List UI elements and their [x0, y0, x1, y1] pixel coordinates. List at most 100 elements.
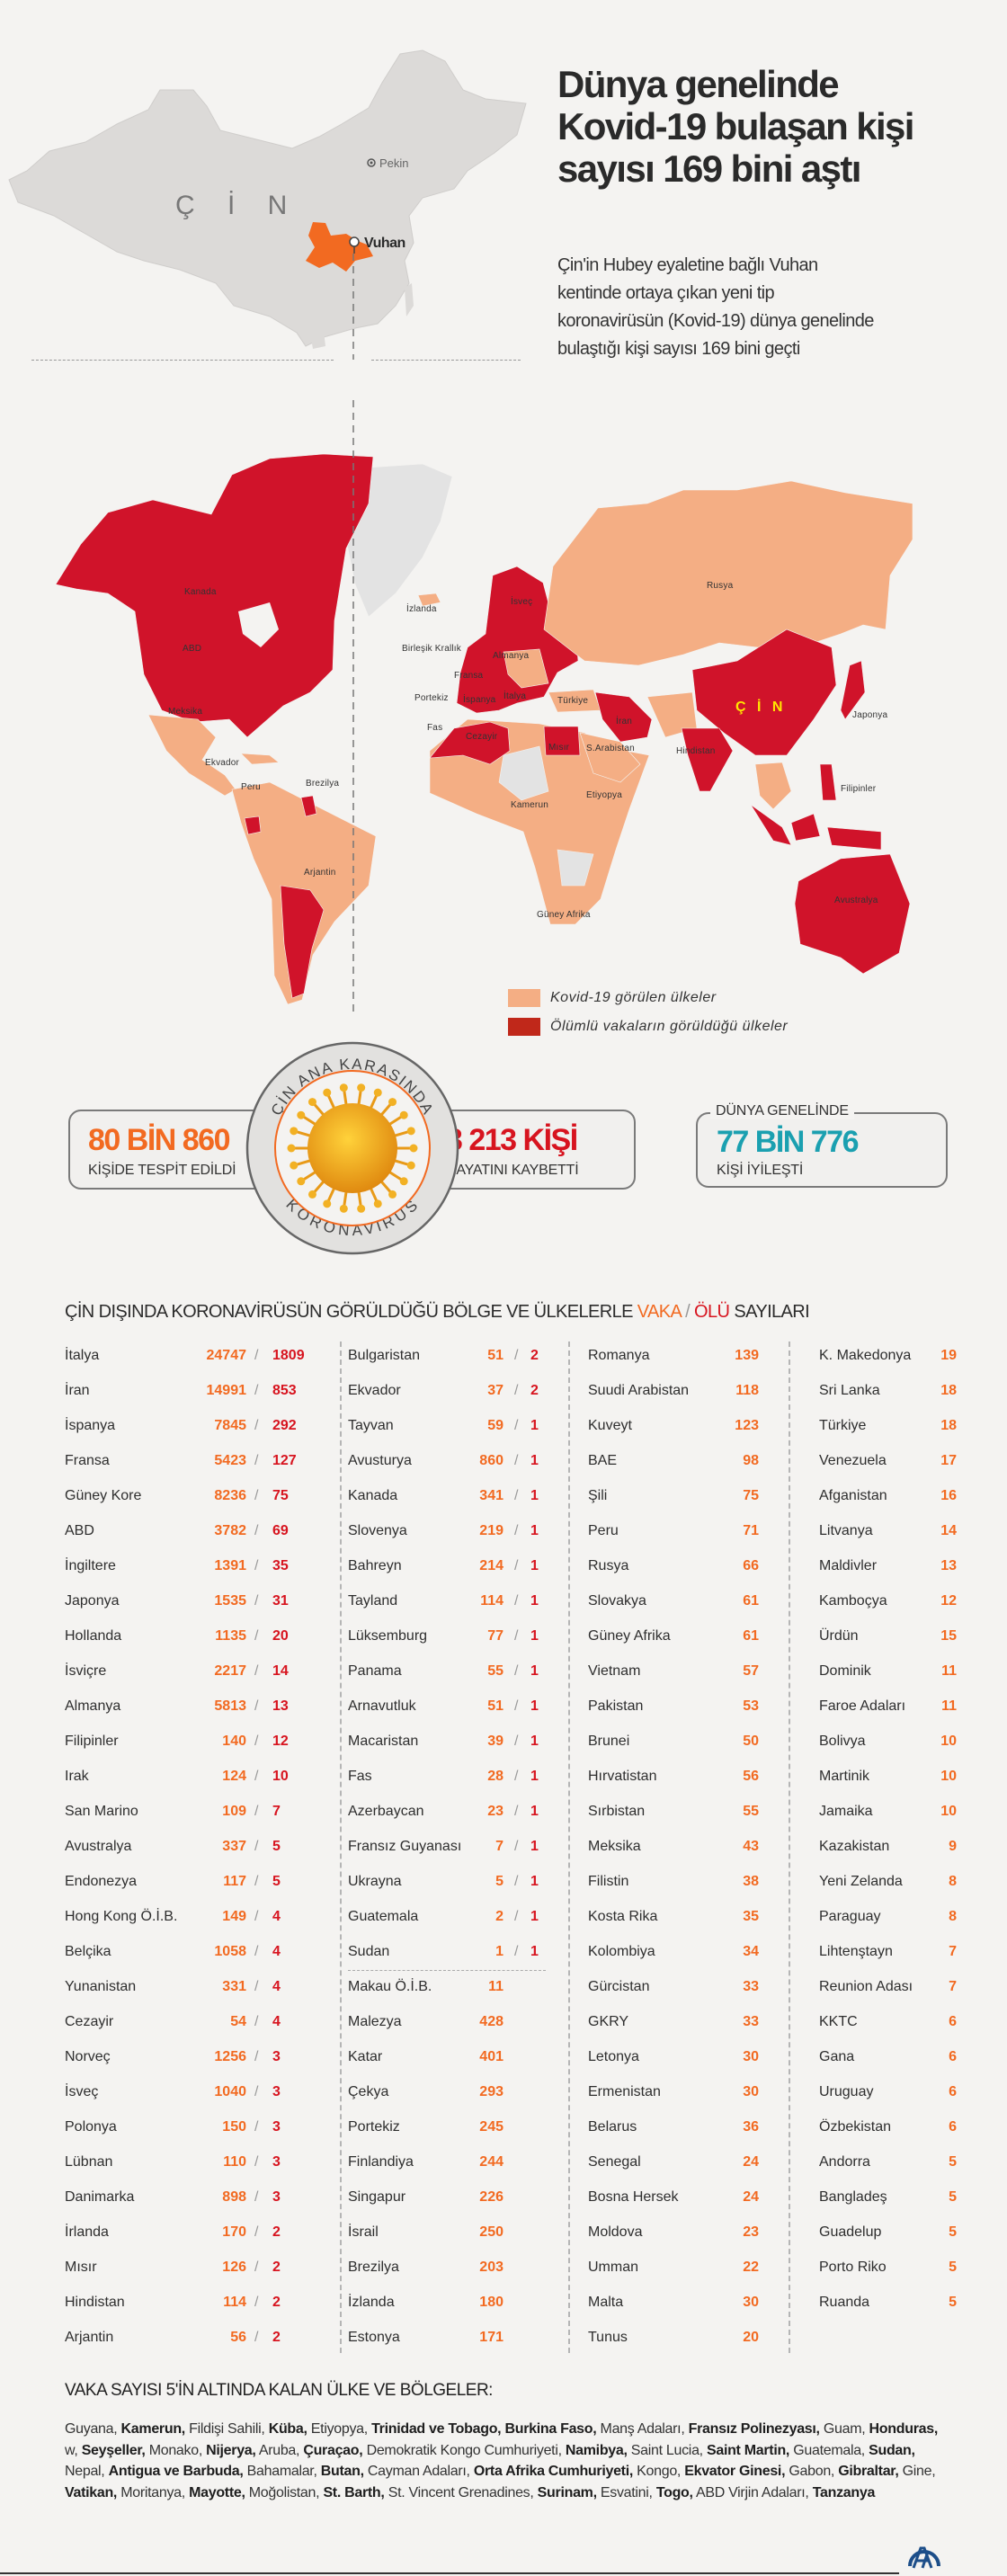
table-case-count: 250 [479, 2224, 504, 2240]
table-death-count: 2 [272, 2330, 281, 2345]
table-case-count: 8 [949, 1874, 957, 1889]
table-country-name: Moldova [588, 2224, 643, 2240]
table-case-count: 30 [743, 2049, 759, 2064]
table-case-count: 1135 [215, 1628, 246, 1644]
table-case-count: 293 [479, 2084, 504, 2099]
table-country-name: Avusturya [348, 1453, 412, 1468]
table-country-name: Gana [819, 2049, 855, 2064]
map-label: Brezilya [306, 779, 340, 789]
table-death-count: 1809 [272, 1348, 305, 1363]
table-country-name: Porto Riko [819, 2260, 887, 2275]
table-country-name: KKTC [819, 2014, 858, 2029]
table-case-count: 2 [495, 1909, 504, 1924]
table-separator-slash: / [254, 1348, 259, 1363]
table-country-name: Tayland [348, 1593, 398, 1609]
table-death-count: 1 [530, 1804, 539, 1819]
map-label: Peru [241, 782, 261, 792]
table-country-name: Vietnam [588, 1663, 641, 1679]
footer-country: Monako, [148, 2442, 203, 2458]
table-case-count: 7 [949, 1979, 957, 1994]
russia-shape [543, 480, 913, 666]
table-case-count: 898 [222, 2189, 246, 2205]
table-country-name: Uruguay [819, 2084, 874, 2099]
table-case-count: 5813 [214, 1698, 246, 1714]
column-divider [568, 1341, 570, 2353]
map-label: Almanya [493, 651, 530, 661]
footer-country: Moritanya, [120, 2484, 185, 2500]
table-country-name: Bahreyn [348, 1558, 402, 1573]
table-country-name: Danimarka [65, 2189, 135, 2205]
footer-country: Esvatini, [600, 2484, 653, 2500]
table-case-count: 860 [479, 1453, 504, 1468]
table-case-count: 5 [495, 1874, 504, 1889]
table-case-count: 53 [743, 1698, 759, 1714]
north-america-shape [55, 453, 374, 738]
table-death-count: 31 [272, 1593, 289, 1609]
taiwan-shape [405, 283, 414, 316]
table-case-count: 5 [949, 2224, 957, 2240]
table-country-name: Lihtenştayn [819, 1944, 893, 1959]
guyana-shape [300, 795, 317, 817]
map-label: İspanya [463, 695, 496, 705]
table-country-name: Katar [348, 2049, 383, 2064]
table-country-name: Umman [588, 2260, 639, 2275]
table-case-count: 12 [940, 1593, 957, 1609]
table-case-count: 18 [940, 1383, 957, 1398]
table-country-name: Cezayir [65, 2014, 114, 2029]
table-case-count: 8236 [214, 1488, 246, 1503]
table-case-count: 9 [949, 1839, 957, 1854]
table-separator-slash: / [254, 1909, 259, 1924]
table-death-count: 1 [530, 1593, 539, 1609]
table-separator-slash: / [514, 1874, 519, 1889]
table-death-count: 3 [272, 2049, 281, 2064]
divider [31, 360, 334, 361]
table-country-name: Türkiye [819, 1418, 867, 1433]
table-country-name: İran [65, 1383, 90, 1398]
indonesia-shape [750, 804, 882, 851]
table-country-name: Arjantin [65, 2330, 114, 2345]
table-title-text: ÇİN DIŞINDA KORONAVİRÜSÜN GÖRÜLDÜĞÜ BÖLG… [65, 1302, 637, 1322]
table-death-count: 2 [530, 1383, 539, 1398]
table-country-name: Özbekistan [819, 2119, 892, 2135]
page-subtitle: Çin'in Hubey eyaletine bağlı Vuhan kenti… [557, 255, 874, 359]
table-country-name: Kamboçya [819, 1593, 887, 1609]
table-death-count: 3 [272, 2084, 281, 2099]
table-country-name: Norveç [65, 2049, 111, 2064]
table-country-name: Kazakistan [819, 1839, 890, 1854]
arabia-shape [579, 732, 641, 783]
table-separator-slash: / [514, 1488, 519, 1503]
table-death-count: 1 [530, 1769, 539, 1784]
footer-country: Butan, [320, 2464, 364, 2479]
table-separator-slash: / [254, 2224, 259, 2240]
table-country-name: Belçika [65, 1944, 111, 1959]
table-title-cases: VAKA [637, 1302, 682, 1322]
table-death-count: 1 [530, 1628, 539, 1644]
table-death-count: 127 [272, 1453, 297, 1468]
table-death-count: 75 [272, 1488, 289, 1503]
table-title-deaths: ÖLÜ [694, 1302, 730, 1322]
footer-country: Demokratik Kongo Cumhuriyeti, [366, 2442, 562, 2458]
table-country-name: Sırbistan [588, 1804, 646, 1819]
footer-country: Saint Lucia, [630, 2442, 703, 2458]
table-case-count: 50 [743, 1734, 759, 1749]
map-label: Japonya [852, 710, 888, 720]
table-death-count: 10 [272, 1769, 289, 1784]
map-label: Birleşik Krallık [402, 644, 461, 654]
footer-country: ABD Virjin Adaları, [695, 2484, 809, 2500]
table-separator-slash: / [514, 1348, 519, 1363]
table-country-name: Hong Kong Ö.İ.B. [65, 1909, 178, 1924]
table-case-count: 170 [222, 2224, 246, 2240]
philippines-shape [819, 763, 837, 801]
table-case-count: 66 [743, 1558, 759, 1573]
egypt-shape [543, 726, 581, 756]
column-divider [789, 1341, 790, 2353]
table-country-name: İtalya [65, 1348, 100, 1363]
table-separator-slash: / [514, 1734, 519, 1749]
table-case-count: 23 [743, 2224, 759, 2240]
table-case-count: 341 [479, 1488, 504, 1503]
map-label: Fas [427, 723, 443, 733]
table-country-name: Gürcistan [588, 1979, 650, 1994]
table-case-count: 11 [941, 1663, 957, 1679]
table-case-count: 171 [479, 2330, 504, 2345]
argentina-shape [280, 885, 325, 999]
